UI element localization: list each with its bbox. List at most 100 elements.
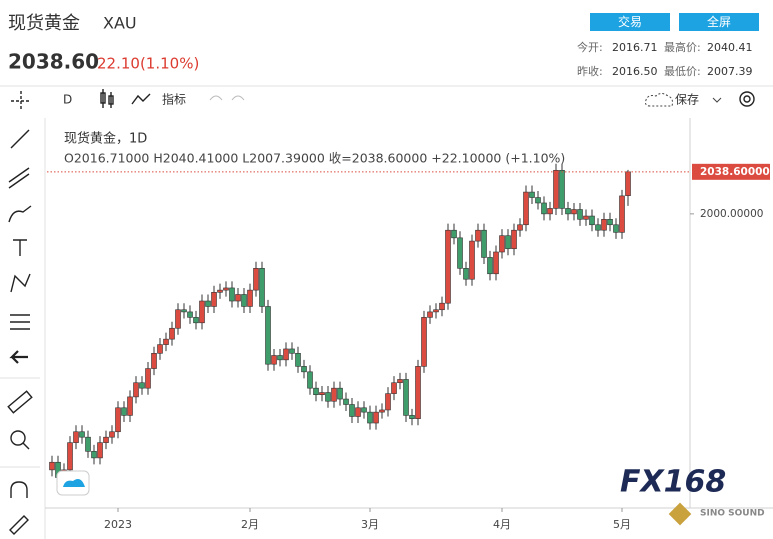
candle-body [133, 382, 139, 398]
candle-body [523, 191, 529, 226]
candle-body [205, 300, 211, 307]
indicator-icon[interactable] [131, 93, 151, 105]
candle-body [445, 229, 451, 304]
candle-body [349, 404, 355, 417]
candle-body [385, 393, 391, 411]
candle-body [607, 219, 613, 226]
candle-body [553, 169, 559, 209]
candle-body [73, 431, 79, 443]
trade-button[interactable] [590, 13, 670, 31]
candle-body [535, 197, 541, 204]
trade-button-label[interactable]: 交易 [618, 14, 642, 29]
candle-body [595, 224, 601, 231]
candle-body [601, 219, 607, 231]
candle-body [421, 317, 427, 367]
candle-body [211, 292, 217, 307]
last-price-box [692, 163, 770, 180]
candle-body [175, 309, 181, 329]
candle-body [451, 229, 457, 239]
candle-body [427, 311, 433, 318]
candle-body [79, 431, 85, 438]
candle-body [109, 431, 115, 438]
x-tick-label: 5月 [613, 518, 631, 531]
candle-body [91, 451, 97, 459]
stat-value: 2040.41 [707, 41, 753, 54]
candle-body [625, 171, 631, 196]
candle-body [151, 353, 157, 369]
last-price-label: 2038.60000 [700, 166, 770, 178]
save-arrow[interactable] [712, 97, 722, 103]
candle-body [301, 366, 307, 373]
settings-center [743, 95, 751, 103]
fullscreen-button[interactable] [679, 13, 759, 31]
candle-body [163, 338, 169, 345]
candle-body [619, 195, 625, 233]
fullscreen-button-label[interactable]: 全屏 [707, 14, 731, 29]
candle-body [529, 191, 535, 198]
candle-body [97, 442, 103, 459]
candle-body [85, 436, 91, 452]
candle-body [565, 208, 571, 215]
candle-body [121, 407, 127, 416]
candle-body [433, 309, 439, 313]
candle-body [271, 355, 277, 365]
candle-body [571, 209, 577, 215]
candle-body [199, 300, 205, 324]
stat-value: 2016.50 [612, 65, 658, 78]
candle-body [319, 392, 325, 396]
candle-body [505, 235, 511, 250]
candle-body [313, 387, 319, 396]
candle-body [247, 289, 253, 307]
candle-body [379, 409, 385, 413]
legend-title: 现货黄金，1D [64, 131, 147, 147]
candle-body [295, 353, 301, 367]
candle-body [253, 268, 259, 291]
candle-body [409, 415, 415, 419]
candle-body [337, 387, 343, 400]
candle-body [229, 287, 235, 302]
candle-body [391, 382, 397, 394]
candle-body [139, 382, 145, 389]
watermark-sub: SINO SOUND [700, 509, 765, 519]
candle-body [289, 348, 295, 354]
crosshair-tool[interactable] [11, 91, 31, 111]
candle-body [475, 229, 481, 242]
bottom-widget[interactable] [56, 470, 90, 496]
candle-body [145, 368, 151, 389]
candle-body [511, 229, 517, 250]
candle-body [469, 240, 475, 280]
candle-body [241, 294, 247, 307]
candle-body [259, 268, 265, 307]
indicators-button[interactable]: 指标 [162, 92, 186, 107]
chart-type[interactable] [100, 89, 114, 108]
undo-redo[interactable] [209, 95, 245, 101]
settings[interactable] [739, 91, 755, 107]
cloud-icon[interactable] [645, 93, 673, 107]
candle-body [235, 294, 241, 302]
candle-body [187, 311, 193, 318]
candle-body [577, 209, 583, 220]
candle-body [103, 436, 109, 443]
candle-body [457, 237, 463, 269]
candle-body [613, 224, 619, 233]
candle-body [499, 235, 505, 253]
candle-body [325, 392, 331, 402]
price: 2038.60 [8, 50, 99, 74]
candle-body [373, 411, 379, 424]
candle-body [115, 407, 121, 433]
interval[interactable]: D [63, 93, 72, 107]
candle-body [355, 407, 361, 417]
candle-body [583, 215, 589, 220]
plot: 2000.00000 2023 2月 3月 4月 5月 2038.60000 [47, 163, 770, 531]
candle-body [307, 371, 313, 389]
candle-body [463, 268, 469, 280]
candle-body [367, 411, 373, 424]
sidebar-tools[interactable] [7, 129, 33, 535]
watermark-brand: FX168 [620, 465, 726, 500]
stat-label: 最高价: [664, 40, 701, 54]
instrument-name: 现货黄金 [8, 13, 80, 34]
candle-body [127, 396, 133, 416]
save-button[interactable]: 保存 [675, 93, 699, 107]
